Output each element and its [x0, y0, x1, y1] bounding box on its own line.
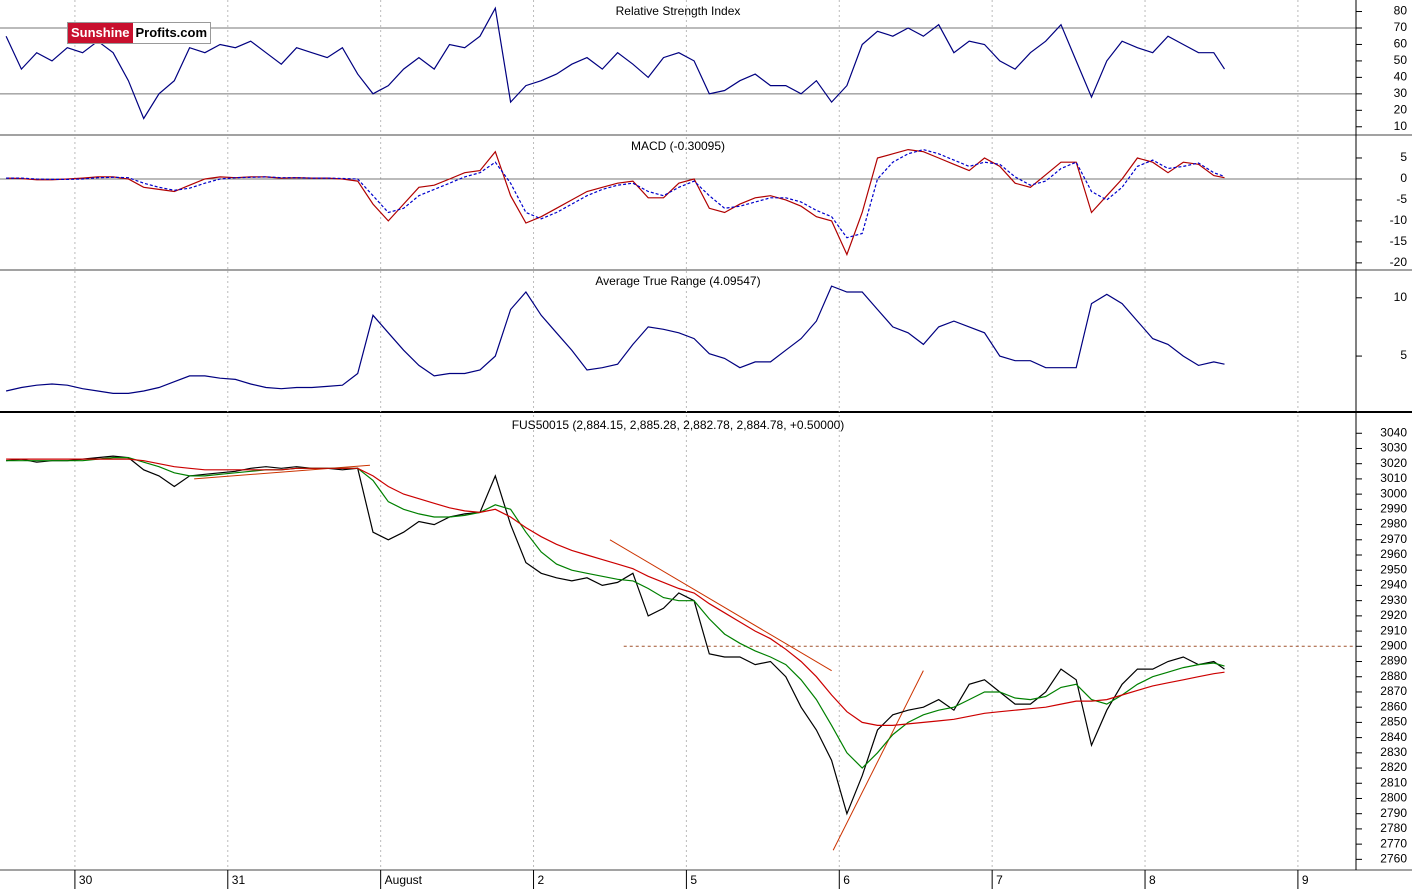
logo-part: Profits.com	[132, 23, 211, 43]
series-line	[6, 458, 1225, 726]
y-tick-label: 2960	[1380, 547, 1407, 561]
x-tick-label: 31	[232, 873, 246, 887]
y-tick-label: 2950	[1380, 562, 1407, 576]
y-tick-label: 5	[1400, 348, 1407, 362]
series-line	[6, 457, 1225, 769]
y-tick-label: 2820	[1380, 760, 1407, 774]
y-tick-label: 2930	[1380, 593, 1407, 607]
x-tick-label: 5	[690, 873, 697, 887]
y-tick-label: 80	[1394, 4, 1408, 18]
y-tick-label: 70	[1394, 20, 1408, 34]
series-line	[6, 148, 1225, 239]
y-tick-label: 2840	[1380, 730, 1407, 744]
x-tick-label: August	[385, 873, 423, 887]
x-tick-label: 6	[843, 873, 850, 887]
y-tick-label: 30	[1394, 86, 1408, 100]
y-tick-label: 2810	[1380, 775, 1407, 789]
y-tick-label: 2760	[1380, 852, 1407, 866]
y-tick-label: 2780	[1380, 821, 1407, 835]
x-tick-label: 30	[79, 873, 93, 887]
y-tick-label: 2980	[1380, 517, 1407, 531]
y-tick-label: 3040	[1380, 425, 1407, 439]
x-tick-label: 8	[1149, 873, 1156, 887]
y-tick-label: 3030	[1380, 441, 1407, 455]
panel-title: FUS50015 (2,884.15, 2,885.28, 2,882.78, …	[512, 418, 845, 432]
logo: Sunshine Profits.com	[67, 22, 212, 44]
series-line	[6, 455, 1225, 816]
y-tick-label: 2920	[1380, 608, 1407, 622]
panel-title: MACD (-0.30095)	[631, 139, 725, 153]
trendline	[194, 464, 370, 480]
y-tick-label: 50	[1394, 53, 1408, 67]
y-tick-label: 20	[1394, 102, 1408, 116]
series-line	[5, 285, 1225, 394]
y-tick-label: 2830	[1380, 745, 1407, 759]
y-tick-label: 2910	[1380, 623, 1407, 637]
x-tick-label: 2	[538, 873, 545, 887]
logo-part: Sunshine	[68, 23, 133, 43]
y-tick-label: 2880	[1380, 669, 1407, 683]
y-tick-label: -15	[1390, 234, 1408, 248]
y-tick-label: 60	[1394, 37, 1408, 51]
y-tick-label: 40	[1394, 70, 1408, 84]
x-tick-label: 7	[996, 873, 1003, 887]
y-tick-label: 2990	[1380, 502, 1407, 516]
y-tick-label: 3000	[1380, 486, 1407, 500]
trendline	[832, 670, 924, 851]
y-tick-label: 2890	[1380, 654, 1407, 668]
series-line	[5, 6, 1226, 120]
trendline	[609, 539, 832, 672]
y-tick-label: 3020	[1380, 456, 1407, 470]
y-tick-label: 5	[1400, 150, 1407, 164]
y-tick-label: 2970	[1380, 532, 1407, 546]
y-tick-label: 0	[1400, 171, 1407, 185]
y-tick-label: -20	[1390, 255, 1408, 269]
panel-title: Relative Strength Index	[616, 4, 741, 18]
y-tick-label: -10	[1390, 213, 1408, 227]
y-tick-label: 2800	[1380, 791, 1407, 805]
y-tick-label: 2900	[1380, 638, 1407, 652]
y-tick-label: 2850	[1380, 715, 1407, 729]
panel-title: Average True Range (4.09547)	[595, 274, 760, 288]
x-tick-label: 9	[1302, 873, 1309, 887]
series-line	[6, 148, 1225, 257]
y-tick-label: 2870	[1380, 684, 1407, 698]
y-tick-label: 2790	[1380, 806, 1407, 820]
y-tick-label: -5	[1396, 192, 1407, 206]
y-tick-label: 3010	[1380, 471, 1407, 485]
y-tick-label: 2860	[1380, 699, 1407, 713]
y-tick-label: 10	[1394, 290, 1408, 304]
y-tick-label: 2940	[1380, 578, 1407, 592]
y-tick-label: 10	[1394, 119, 1408, 133]
y-tick-label: 2770	[1380, 836, 1407, 850]
